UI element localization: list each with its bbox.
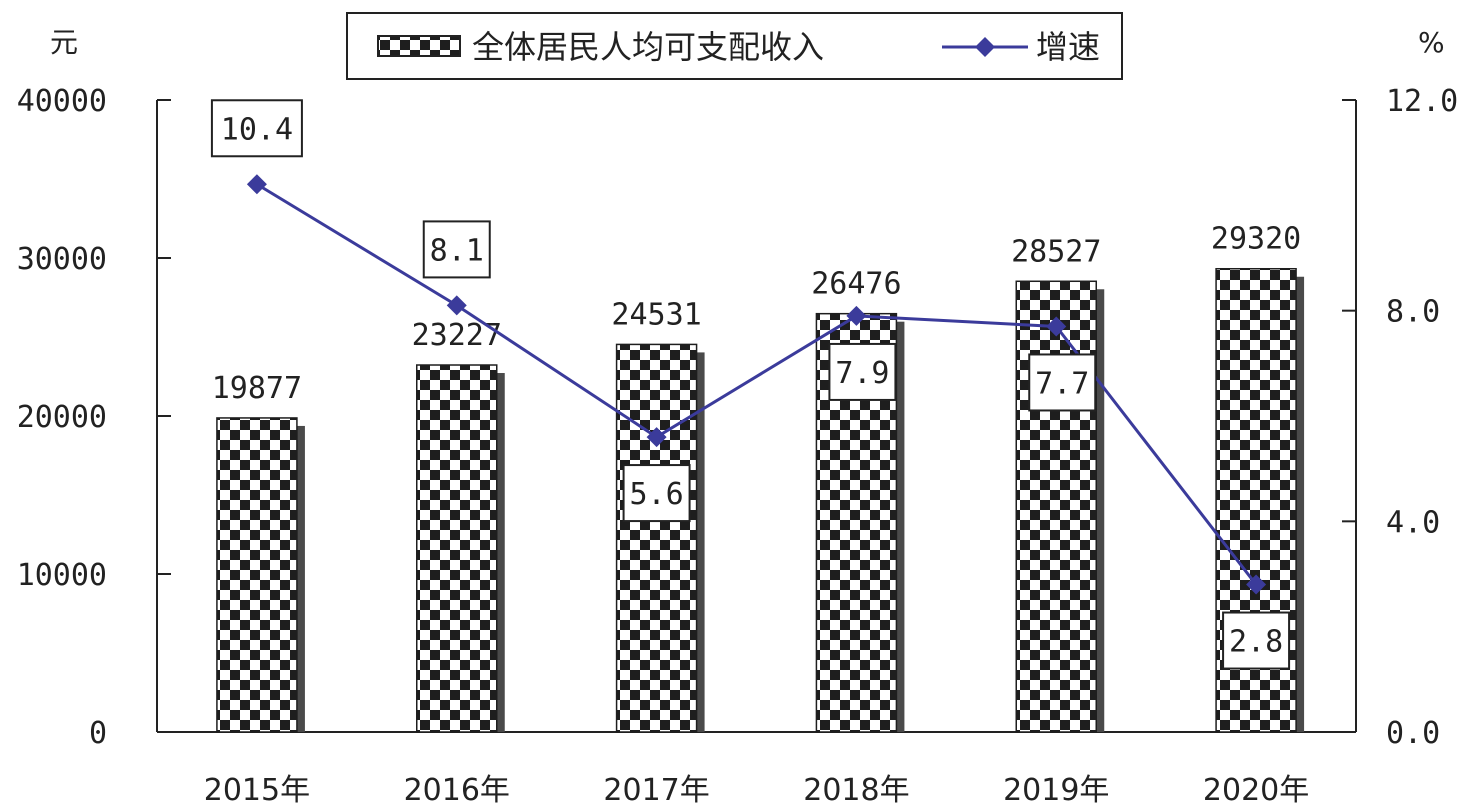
left-tick-label: 0 — [89, 716, 107, 751]
growth-label-box — [828, 342, 897, 401]
left-tick-label: 10000 — [17, 558, 107, 593]
x-tick-label: 2018年 — [803, 773, 909, 808]
growth-marker — [646, 427, 667, 448]
x-tick-label: 2020年 — [1203, 773, 1309, 808]
left-tick-label: 30000 — [17, 242, 107, 277]
growth-marker — [1046, 316, 1067, 337]
legend-line-marker — [975, 37, 995, 57]
growth-label-box — [1222, 611, 1291, 670]
growth-value-label: 10.4 — [221, 112, 293, 147]
bar — [416, 364, 498, 733]
bar-value-label: 28527 — [1011, 234, 1101, 269]
x-tick-label: 2015年 — [204, 773, 310, 808]
growth-marker — [846, 305, 867, 326]
bar-value-label: 26476 — [811, 267, 901, 302]
right-tick-label: 4.0 — [1386, 505, 1440, 540]
bar — [615, 343, 698, 733]
x-tick-label: 2016年 — [404, 773, 510, 808]
bars — [216, 267, 1305, 733]
x-tick-label: 2017年 — [603, 773, 709, 808]
bar-value-label: 19877 — [212, 371, 302, 406]
growth-value-label: 7.7 — [1035, 366, 1089, 401]
growth-value-label: 2.8 — [1229, 625, 1283, 660]
growth-value-labels: 10.4 8.1 5.6 7.9 7.7 2.8 — [210, 99, 1291, 670]
right-axis-ticks: 0.0 4.0 8.0 12.0 — [1342, 84, 1458, 751]
legend-line-label: 增速 — [1036, 28, 1100, 66]
right-axis-unit: % — [1418, 26, 1445, 59]
growth-label-box — [210, 99, 303, 158]
left-axis-unit: 元 — [50, 26, 78, 59]
x-axis-labels: 2015年 2016年 2017年 2018年 2019年 2020年 — [204, 773, 1310, 808]
bar-value-labels: 19877 23227 24531 26476 28527 29320 — [212, 222, 1301, 406]
bar-value-label: 24531 — [611, 297, 701, 332]
bar — [1015, 280, 1097, 733]
growth-line — [256, 182, 1258, 586]
bar-value-label: 23227 — [412, 318, 502, 353]
right-tick-label: 0.0 — [1386, 716, 1440, 751]
growth-marker — [1246, 574, 1267, 595]
legend-bar-label: 全体居民人均可支配收入 — [472, 28, 824, 66]
right-tick-label: 8.0 — [1386, 295, 1440, 330]
growth-label-box — [422, 220, 491, 279]
growth-value-label: 5.6 — [629, 477, 683, 512]
growth-marker — [446, 295, 467, 316]
bar-value-label: 29320 — [1211, 222, 1301, 257]
left-axis-ticks: 0 10000 20000 30000 40000 — [17, 84, 171, 751]
bar — [216, 417, 298, 733]
x-tick-label: 2019年 — [1003, 773, 1109, 808]
left-tick-label: 40000 — [17, 84, 107, 119]
legend: 全体居民人均可支配收入 增速 — [346, 12, 1123, 80]
growth-value-label: 7.9 — [835, 356, 889, 391]
left-tick-label: 20000 — [17, 400, 107, 435]
growth-marker — [246, 174, 267, 195]
growth-label-box — [1028, 353, 1097, 412]
legend-bar-swatch — [377, 35, 461, 57]
growth-label-box — [622, 464, 691, 523]
right-tick-label: 12.0 — [1386, 84, 1458, 119]
growth-line-series — [246, 174, 1267, 595]
growth-value-label: 8.1 — [430, 233, 484, 268]
